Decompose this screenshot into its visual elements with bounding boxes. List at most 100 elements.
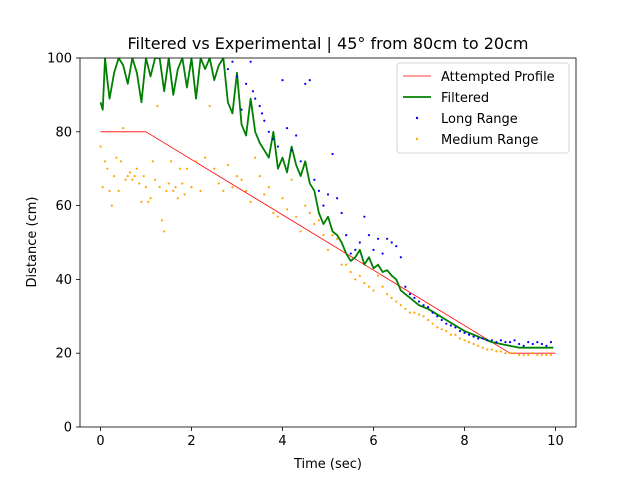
data-point-medium-range bbox=[240, 178, 243, 181]
data-point-medium-range bbox=[208, 104, 211, 108]
data-point-medium-range bbox=[463, 339, 466, 342]
x-tick-label: 6 bbox=[369, 434, 377, 449]
data-point-long-range bbox=[322, 204, 325, 207]
data-point-medium-range bbox=[545, 353, 548, 357]
data-point-long-range bbox=[427, 305, 430, 309]
legend-box bbox=[396, 62, 570, 154]
data-point-medium-range bbox=[147, 200, 150, 204]
data-point-long-range bbox=[481, 337, 484, 340]
data-point-medium-range bbox=[458, 337, 462, 340]
data-point-long-range bbox=[345, 234, 348, 237]
data-point-medium-range bbox=[518, 353, 521, 357]
data-point-medium-range bbox=[194, 160, 198, 163]
data-point-medium-range bbox=[276, 215, 280, 218]
data-point-medium-range bbox=[149, 197, 152, 200]
data-point-medium-range bbox=[427, 318, 430, 322]
data-point-medium-range bbox=[122, 127, 125, 130]
data-point-medium-range bbox=[179, 167, 182, 170]
data-point-long-range bbox=[408, 293, 412, 296]
x-tick-label: 8 bbox=[460, 434, 468, 449]
data-point-medium-range bbox=[358, 274, 361, 277]
data-point-medium-range bbox=[144, 186, 148, 189]
data-point-long-range bbox=[540, 342, 543, 346]
plot-area bbox=[99, 58, 556, 357]
data-point-medium-range bbox=[417, 313, 421, 316]
data-point-medium-range bbox=[110, 204, 113, 207]
data-point-medium-range bbox=[454, 333, 457, 336]
data-point-long-range bbox=[454, 326, 457, 329]
data-point-medium-range bbox=[158, 186, 161, 189]
data-point-medium-range bbox=[249, 200, 252, 204]
data-point-medium-range bbox=[549, 353, 553, 357]
data-point-medium-range bbox=[165, 189, 168, 192]
data-point-long-range bbox=[251, 90, 255, 93]
data-point-medium-range bbox=[244, 189, 248, 192]
data-point-long-range bbox=[304, 82, 307, 85]
data-point-long-range bbox=[417, 300, 421, 303]
y-tick-label: 0 bbox=[64, 421, 72, 436]
data-point-medium-range bbox=[133, 174, 136, 178]
data-point-medium-range bbox=[322, 234, 325, 237]
data-point-long-range bbox=[477, 337, 480, 340]
data-point-medium-range bbox=[263, 193, 266, 196]
data-point-medium-range bbox=[436, 326, 439, 329]
data-point-long-range bbox=[522, 344, 525, 347]
data-point-long-range bbox=[226, 67, 229, 71]
data-point-medium-range bbox=[390, 296, 393, 299]
data-point-long-range bbox=[518, 342, 521, 346]
data-point-long-range bbox=[449, 324, 452, 327]
data-point-medium-range bbox=[308, 211, 311, 215]
data-point-medium-range bbox=[272, 211, 275, 215]
chart-title: Filtered vs Experimental | 45° from 80cm… bbox=[128, 34, 529, 53]
data-point-long-range bbox=[440, 318, 443, 322]
data-point-long-range bbox=[326, 193, 330, 196]
data-point-medium-range bbox=[467, 341, 471, 344]
x-tick-label: 0 bbox=[96, 434, 104, 449]
data-point-medium-range bbox=[172, 189, 175, 192]
data-point-long-range bbox=[531, 342, 534, 346]
data-point-medium-range bbox=[190, 186, 193, 189]
data-point-long-range bbox=[290, 149, 293, 152]
data-point-long-range bbox=[386, 237, 389, 240]
y-tick-label: 40 bbox=[55, 273, 72, 288]
data-point-medium-range bbox=[235, 174, 239, 178]
data-point-long-range bbox=[536, 341, 539, 344]
data-point-long-range bbox=[404, 285, 407, 288]
data-point-long-range bbox=[272, 138, 275, 141]
data-point-medium-range bbox=[531, 352, 534, 355]
data-point-medium-range bbox=[449, 333, 452, 336]
data-point-medium-range bbox=[231, 186, 234, 189]
data-point-medium-range bbox=[281, 197, 284, 200]
data-point-long-range bbox=[436, 315, 439, 318]
data-point-medium-range bbox=[486, 348, 489, 351]
data-point-long-range bbox=[504, 341, 507, 344]
data-point-medium-range bbox=[304, 204, 307, 207]
data-point-medium-range bbox=[431, 322, 434, 325]
data-point-medium-range bbox=[181, 182, 184, 185]
data-point-medium-range bbox=[160, 219, 164, 222]
data-point-long-range bbox=[486, 339, 489, 342]
data-point-long-range bbox=[445, 322, 448, 325]
data-point-medium-range bbox=[156, 104, 159, 108]
data-point-medium-range bbox=[254, 156, 257, 159]
data-point-long-range bbox=[231, 60, 234, 63]
data-point-medium-range bbox=[540, 353, 543, 357]
data-point-long-range bbox=[258, 104, 261, 108]
data-point-long-range bbox=[276, 145, 280, 148]
data-point-long-range bbox=[254, 97, 257, 100]
data-point-long-range bbox=[545, 344, 548, 347]
x-tick-label: 4 bbox=[278, 434, 286, 449]
data-point-long-range bbox=[463, 331, 466, 334]
legend-swatch-medium-range bbox=[415, 137, 419, 141]
data-point-long-range bbox=[308, 79, 311, 82]
data-point-medium-range bbox=[103, 160, 107, 163]
data-point-medium-range bbox=[536, 353, 539, 357]
data-point-medium-range bbox=[258, 174, 261, 178]
data-point-long-range bbox=[267, 130, 270, 133]
data-point-medium-range bbox=[128, 171, 132, 174]
data-point-long-range bbox=[285, 127, 289, 130]
data-point-medium-range bbox=[285, 208, 289, 211]
data-point-medium-range bbox=[153, 178, 157, 181]
data-point-medium-range bbox=[124, 178, 127, 181]
